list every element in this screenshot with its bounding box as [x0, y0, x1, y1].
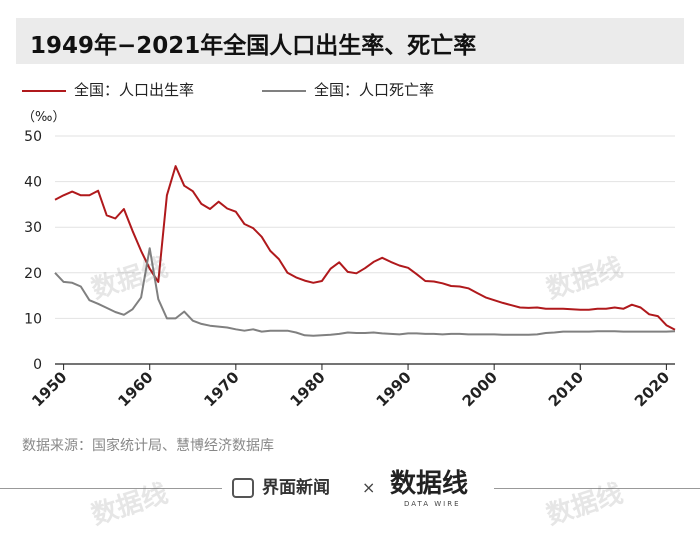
y-tick-label-30: 30 [24, 220, 42, 236]
y-tick-label-20: 20 [24, 266, 42, 282]
chart-title: 1949年−2021年全国人口出生率、死亡率 [30, 33, 477, 59]
y-tick-label-10: 10 [24, 311, 42, 327]
footer-divider-left [0, 488, 222, 489]
watermark-3: 数据线 [88, 478, 172, 532]
legend-label-birth: 全国：人口出生率 [74, 81, 195, 99]
x-tick-label-1980: 1980 [287, 368, 329, 410]
line-chart: （‰） 0 10 20 30 40 50 1950 1960 1970 1980 1990 2000 20… [22, 110, 676, 410]
series-line-death-rate [54, 247, 676, 337]
jiemian-logo-icon [232, 478, 254, 498]
legend-swatch-birth [22, 90, 66, 92]
brand-jiemian-label: 界面新闻 [262, 478, 330, 498]
y-unit-label: （‰） [22, 110, 65, 125]
legend-swatch-death [262, 90, 306, 92]
x-tick-label-2020: 2020 [631, 368, 673, 410]
data-wire-logo-sub: DATA WIRE [404, 500, 461, 508]
x-tick-label-1970: 1970 [200, 368, 242, 410]
data-wire-logo: 数据线 DATA WIRE [390, 469, 468, 508]
y-tick-label-50: 50 [24, 129, 42, 145]
watermark-4: 数据线 [543, 478, 627, 532]
brand-separator: × [362, 478, 376, 497]
footer-divider-right [494, 488, 700, 489]
x-tick-label-1960: 1960 [114, 368, 156, 410]
series-line-birth-rate [54, 165, 676, 331]
x-tick-label-1950: 1950 [28, 368, 70, 410]
legend-label-death: 全国：人口死亡率 [314, 81, 435, 99]
x-tick-label-1990: 1990 [373, 368, 415, 410]
x-tick-label-2000: 2000 [459, 368, 501, 410]
y-tick-label-40: 40 [24, 175, 42, 191]
x-tick-label-2010: 2010 [545, 368, 587, 410]
data-wire-logo-text: 数据线 [390, 469, 468, 499]
y-tick-label-0: 0 [33, 357, 42, 373]
title-bar: 1949年−2021年全国人口出生率、死亡率 [16, 18, 684, 64]
source-note: 数据来源：国家统计局、慧博经济数据库 [22, 438, 274, 454]
